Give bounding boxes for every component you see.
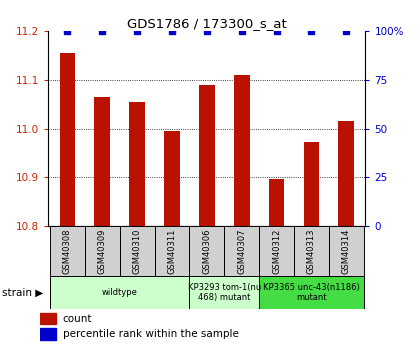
Bar [304, 142, 319, 226]
Bar [85, 226, 120, 276]
Bar [50, 226, 85, 276]
Text: KP3293 tom-1(nu
468) mutant: KP3293 tom-1(nu 468) mutant [188, 283, 261, 302]
Bar [199, 85, 215, 226]
Text: GSM40313: GSM40313 [307, 228, 316, 274]
Bar [155, 226, 189, 276]
Bar [269, 179, 284, 226]
Bar [129, 102, 145, 226]
Text: GSM40308: GSM40308 [63, 228, 72, 274]
Text: GSM40309: GSM40309 [98, 228, 107, 274]
Bar [329, 226, 364, 276]
Text: percentile rank within the sample: percentile rank within the sample [63, 329, 239, 339]
Text: GSM40314: GSM40314 [342, 228, 351, 274]
Text: strain ▶: strain ▶ [2, 287, 43, 297]
Bar [259, 276, 364, 309]
Bar [94, 97, 110, 226]
Bar [60, 53, 75, 226]
Title: GDS1786 / 173300_s_at: GDS1786 / 173300_s_at [127, 17, 287, 30]
Bar [294, 226, 329, 276]
Bar [224, 226, 259, 276]
Text: GSM40306: GSM40306 [202, 228, 211, 274]
Text: GSM40312: GSM40312 [272, 228, 281, 274]
Bar [234, 75, 249, 226]
Text: GSM40310: GSM40310 [133, 228, 142, 274]
Bar [189, 276, 259, 309]
Text: count: count [63, 314, 92, 324]
Bar [40, 313, 56, 324]
Bar [40, 328, 56, 340]
Text: GSM40311: GSM40311 [168, 228, 176, 274]
Bar [189, 226, 224, 276]
Text: GSM40307: GSM40307 [237, 228, 246, 274]
Bar [339, 121, 354, 226]
Bar [259, 226, 294, 276]
Bar [120, 226, 155, 276]
Bar [164, 131, 180, 226]
Text: wildtype: wildtype [102, 288, 138, 297]
Text: KP3365 unc-43(n1186)
mutant: KP3365 unc-43(n1186) mutant [263, 283, 360, 302]
Bar [50, 276, 189, 309]
